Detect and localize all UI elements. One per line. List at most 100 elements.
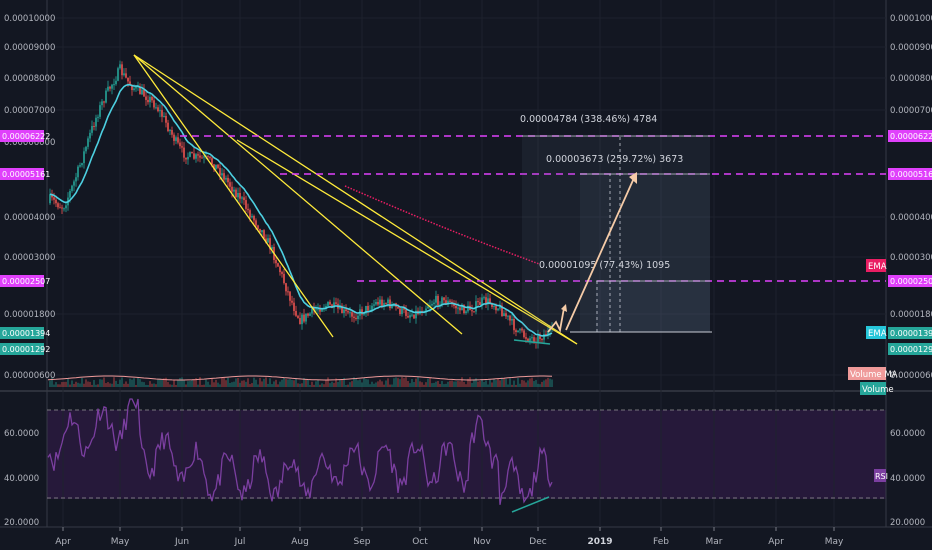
volume-bar (149, 381, 151, 387)
candle-body (233, 189, 235, 192)
volume-bar (61, 382, 63, 387)
volume-bar (321, 383, 323, 387)
time-label: Jul (234, 537, 246, 547)
candle-body (83, 151, 85, 164)
volume-bar (113, 377, 115, 387)
candle-body (389, 299, 391, 309)
candle-body (279, 266, 281, 273)
projection-arrow-head (629, 172, 637, 184)
volume-bar (379, 379, 381, 387)
right-price-tag (888, 343, 932, 355)
right-price-tag-label: 0.00001394 (890, 329, 932, 338)
left-price-tag (0, 168, 44, 180)
time-label: 2019 (587, 537, 612, 547)
right-price-label: 0.00008000 (890, 74, 932, 84)
candle-body (383, 303, 385, 307)
candle-body (145, 96, 147, 100)
candle-body (183, 147, 185, 158)
candle-body (491, 303, 493, 307)
candle-body (85, 146, 87, 152)
candle-body (133, 88, 135, 90)
volume-bar (385, 380, 387, 387)
candle-body (539, 335, 541, 340)
volume-bar (201, 384, 203, 387)
volume-bar (511, 384, 513, 387)
candle-body (371, 305, 373, 311)
volume-bar (449, 380, 451, 387)
candle-body (267, 238, 269, 243)
candle-body (169, 130, 171, 132)
right-price-tag-label: 0.00005161 (890, 170, 932, 179)
volume-bar (259, 378, 261, 387)
volume-bar (209, 384, 211, 387)
candle-body (515, 330, 517, 333)
candle-body (123, 73, 125, 76)
candle-body (179, 142, 181, 147)
volume-bar (307, 379, 309, 387)
measure-label: 0.00003673 (259.72%) 3673 (546, 154, 683, 165)
volume-bar (317, 380, 319, 387)
volume-bar (59, 384, 61, 387)
indicator-tag (866, 259, 886, 272)
rsi-right-label: 20.0000 (890, 518, 925, 528)
candle-body (255, 220, 257, 226)
trendline (133, 54, 463, 335)
candle-body (57, 203, 59, 208)
volume-bar (291, 379, 293, 387)
candle-body (341, 305, 343, 314)
candle-body (315, 309, 317, 311)
candle-body (427, 306, 429, 309)
candle-body (297, 315, 299, 319)
volume-bar (469, 377, 471, 387)
volume-bar (497, 378, 499, 387)
volume-bar (225, 380, 227, 387)
volume-bar (347, 384, 349, 387)
trendline (133, 54, 334, 338)
candle-body (163, 115, 165, 117)
right-price-label: 0.00003000 (890, 253, 932, 263)
candle-body (309, 313, 311, 316)
candle-body (507, 315, 509, 317)
candle-body (241, 197, 243, 199)
left-price-label: 0.00009000 (4, 43, 55, 53)
volume-bar (271, 384, 273, 387)
projection-small (547, 307, 565, 333)
candle-body (453, 303, 455, 306)
volume-bar (215, 379, 217, 387)
left-price-label: 0.00000600 (4, 371, 55, 381)
volume-bar (453, 381, 455, 387)
volume-bar (157, 378, 159, 387)
candle-body (135, 86, 137, 89)
candle-body (391, 303, 393, 309)
candle-body (237, 192, 239, 198)
candle-body (397, 306, 399, 309)
candle-body (93, 125, 95, 127)
volume-bar (431, 383, 433, 387)
volume-bar (65, 381, 67, 387)
volume-bar (217, 382, 219, 387)
volume-bar (409, 383, 411, 387)
volume-bar (79, 383, 81, 387)
volume-bar (405, 377, 407, 387)
volume-bar (85, 379, 87, 387)
volume-bar (447, 381, 449, 387)
volume-bar (219, 384, 221, 387)
volume-bar (205, 379, 207, 387)
time-label: Mar (706, 537, 723, 547)
candle-body (285, 283, 287, 292)
volume-bar (185, 384, 187, 387)
candle-body (461, 304, 463, 311)
left-price-tag (0, 275, 44, 287)
volume-bar (133, 378, 135, 387)
candle-body (129, 81, 131, 86)
candle-body (531, 337, 533, 339)
volume-bar (353, 377, 355, 387)
candle-body (143, 89, 145, 97)
candle-body (463, 304, 465, 314)
left-price-label: 0.00006000 (4, 138, 55, 148)
volume-bar (415, 378, 417, 387)
volume-bar (331, 381, 333, 387)
volume-bar (345, 384, 347, 387)
volume-bar (413, 382, 415, 387)
